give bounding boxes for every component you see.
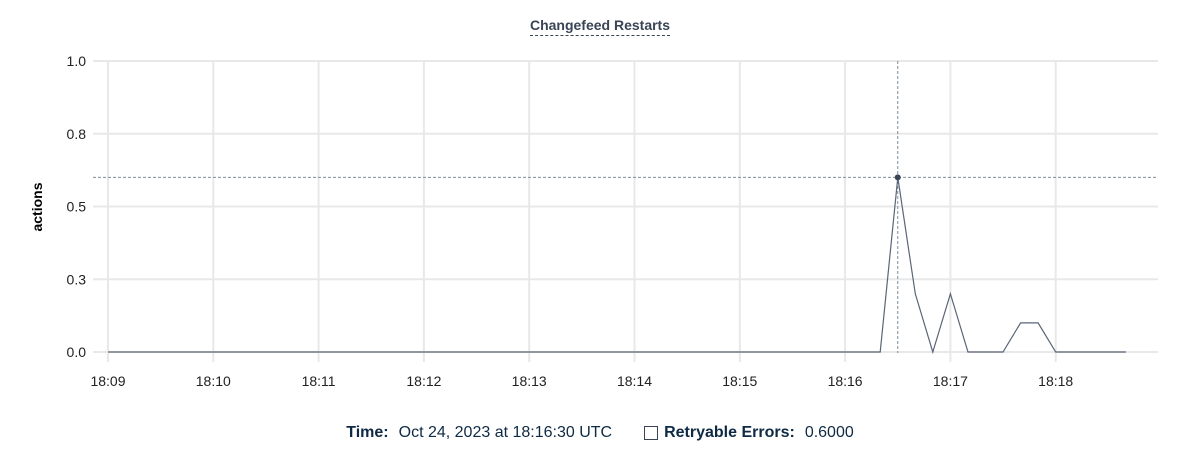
y-tick-label: 0.0 xyxy=(67,344,87,360)
x-tick-label: 18:13 xyxy=(512,373,547,389)
y-tick-label: 0.8 xyxy=(67,126,87,142)
x-tick-label: 18:17 xyxy=(933,373,968,389)
series-line-retryable-errors xyxy=(108,177,1126,355)
y-tick-label: 1.0 xyxy=(67,53,87,69)
chart-title-wrap: Changefeed Restarts xyxy=(0,17,1200,36)
x-tick-label: 18:09 xyxy=(90,373,125,389)
time-value: Oct 24, 2023 at 18:16:30 UTC xyxy=(398,424,613,441)
y-axis: 0.0 0.3 0.5 0.8 1.0 xyxy=(67,53,87,360)
x-tick-label: 18:18 xyxy=(1038,373,1073,389)
x-axis: 18:09 18:10 18:11 18:12 18:13 18:14 18:15 18:16… xyxy=(90,373,1073,389)
x-tick-label: 18:15 xyxy=(722,373,757,389)
chart-title[interactable]: Changefeed Restarts xyxy=(529,17,671,36)
series-checkbox[interactable] xyxy=(644,426,659,440)
y-tick-label: 0.5 xyxy=(67,199,87,215)
hover-point-marker xyxy=(894,174,901,181)
hover-crosshair xyxy=(93,61,1158,353)
x-tick-label: 18:12 xyxy=(406,373,441,389)
series-value: 0.6000 xyxy=(804,424,854,441)
series-label: Retryable Errors: xyxy=(664,424,795,441)
x-tick-label: 18:14 xyxy=(617,373,652,389)
time-label: Time: xyxy=(346,424,389,441)
grid xyxy=(93,60,1158,362)
y-tick-label: 0.3 xyxy=(67,271,87,287)
legend: Time: Oct 24, 2023 at 18:16:30 UTC Retry… xyxy=(0,424,1200,442)
x-tick-label: 18:11 xyxy=(302,373,336,389)
y-axis-label: actions xyxy=(29,182,45,231)
x-tick-label: 18:10 xyxy=(196,373,231,389)
x-tick-label: 18:16 xyxy=(828,373,863,389)
